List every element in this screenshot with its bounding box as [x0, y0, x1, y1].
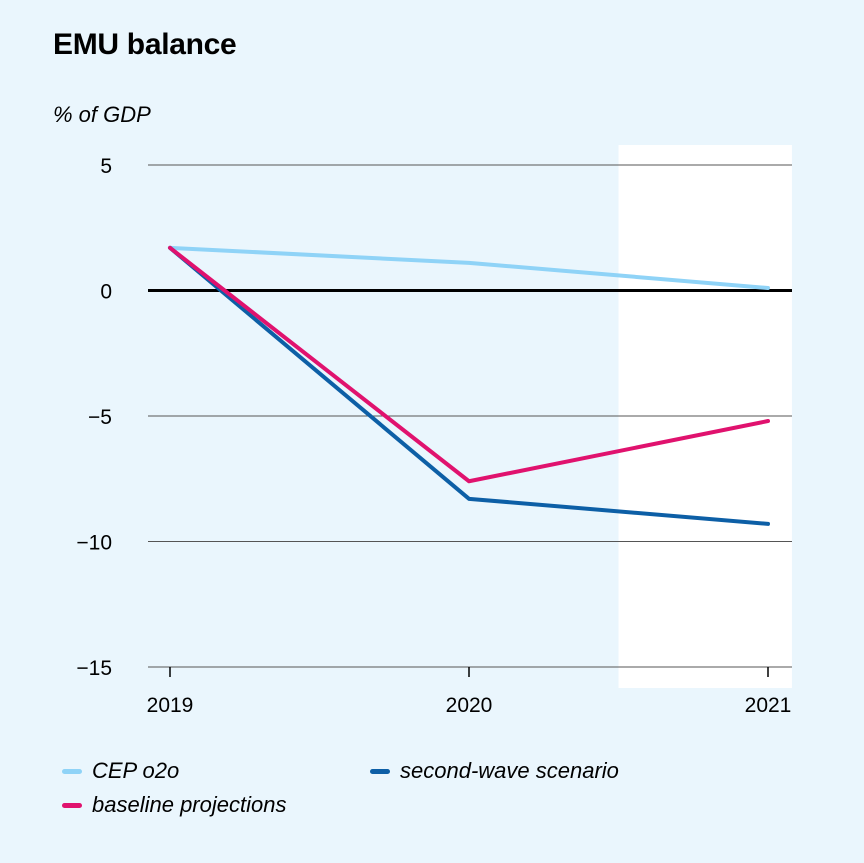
y-axis-unit-label: % of GDP: [53, 102, 151, 127]
series-line-cep-o2o: [168, 245, 770, 290]
legend-label-cep: CEP o2o: [92, 758, 180, 783]
y-tick-label: 0: [100, 281, 112, 304]
x-tick-label: 2021: [745, 694, 792, 717]
legend-label-baseline: baseline projections: [92, 792, 287, 817]
legend-swatch-second-wave: [370, 768, 390, 774]
y-tick-label: −10: [76, 532, 112, 555]
legend-swatch-baseline: [62, 802, 82, 808]
series-line-second-wave-scenario: [168, 245, 770, 526]
y-tick-label: −15: [76, 657, 112, 680]
legend-item-cep: CEP o2o: [62, 758, 179, 784]
y-tick-label: 5: [100, 155, 112, 178]
legend-label-second-wave: second-wave scenario: [400, 758, 619, 783]
chart-title: EMU balance: [53, 28, 237, 61]
legend-item-baseline: baseline projections: [62, 792, 286, 818]
x-tick-label: 2019: [147, 694, 194, 717]
x-tick-label: 2020: [446, 694, 493, 717]
series-line-baseline-projections: [168, 245, 770, 484]
legend-item-second-wave: second-wave scenario: [370, 758, 619, 784]
legend-swatch-cep: [62, 768, 82, 774]
y-tick-label: −5: [88, 406, 112, 429]
